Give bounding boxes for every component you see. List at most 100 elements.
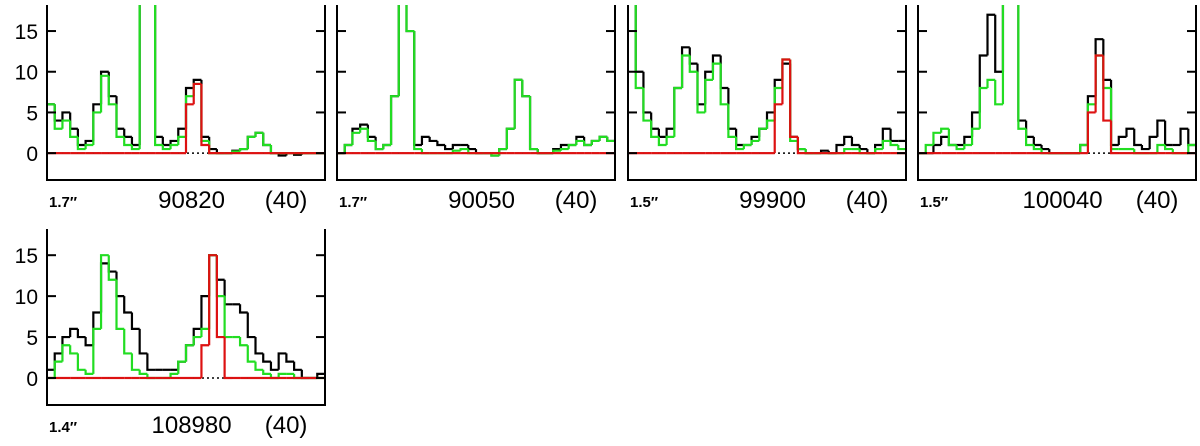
spectrum-step xyxy=(123,136,132,147)
spectrum-step xyxy=(92,103,102,141)
y-tick-label: 5 xyxy=(26,327,38,350)
spectrum-step xyxy=(1102,55,1112,90)
spectrum-step xyxy=(76,328,86,339)
spectrum-step xyxy=(262,353,271,363)
spectrum-step xyxy=(215,255,225,298)
spectrum-step xyxy=(161,145,171,151)
spectrum-step xyxy=(528,96,538,151)
spectrum-step xyxy=(1017,5,1027,122)
spectrum-step xyxy=(1017,5,1027,130)
spectrum-step xyxy=(130,145,140,151)
plot-area xyxy=(337,5,615,157)
spectrum-step xyxy=(246,135,256,150)
spectrum-step xyxy=(223,296,233,339)
spectrum-step xyxy=(184,344,194,362)
spectrum-step xyxy=(413,31,422,151)
panel-note: (40) xyxy=(265,412,308,439)
spectrum-step xyxy=(889,140,899,147)
spectrum-step xyxy=(924,143,934,154)
panel-note: (40) xyxy=(846,187,889,214)
spectrum-step xyxy=(650,112,659,130)
y-tick-label: 5 xyxy=(26,102,38,125)
spectrum-step xyxy=(123,296,132,314)
spectrum-step xyxy=(262,132,271,147)
spectrum-step xyxy=(719,63,729,106)
spectrum-step xyxy=(107,255,117,281)
spectrum-step xyxy=(61,119,71,129)
spectrum-step xyxy=(208,145,217,155)
spectrum-step xyxy=(192,335,202,346)
axis-frame xyxy=(917,5,1197,181)
spectrum-step xyxy=(130,353,140,371)
spectrum-step xyxy=(192,82,202,105)
spectrum-step xyxy=(1094,54,1104,105)
spectrum-step xyxy=(583,140,592,147)
spectrum-step xyxy=(359,127,368,133)
spectrum-step xyxy=(84,337,94,347)
spectrum-step xyxy=(696,71,706,114)
spectrum-step xyxy=(897,145,906,151)
spectrum-step xyxy=(177,135,186,145)
spectrum-step xyxy=(192,82,202,97)
spectrum-step xyxy=(513,78,523,129)
spectrum-step xyxy=(208,254,217,329)
spectrum-step xyxy=(1133,128,1142,147)
y-tick-label: 0 xyxy=(26,368,38,391)
spectrum-step xyxy=(200,344,210,378)
spectrum-step xyxy=(505,127,515,150)
spectrum-step xyxy=(316,372,325,378)
spectrum-step xyxy=(146,353,156,371)
spectrum-step xyxy=(115,279,125,330)
spectrum-step xyxy=(1086,103,1096,145)
spectrum-step xyxy=(1109,120,1119,155)
panel-title: 90820 xyxy=(158,187,225,214)
y-tick-label: 10 xyxy=(15,62,38,85)
spectrum-step xyxy=(84,369,94,375)
plot-area xyxy=(47,254,325,380)
spectrum-step xyxy=(366,124,376,138)
spectrum-step xyxy=(688,55,698,73)
spectrum-step xyxy=(277,352,287,370)
spectrum-step xyxy=(606,136,615,143)
spectrum-step xyxy=(223,279,233,306)
spectrum-step xyxy=(177,127,186,141)
spectrum-step xyxy=(169,139,179,145)
spectrum-step xyxy=(138,5,141,145)
spectrum-step xyxy=(796,140,806,151)
spectrum-step xyxy=(246,135,256,150)
spectrum-step xyxy=(773,103,783,154)
spectrum-step xyxy=(642,88,652,122)
spectrum-step xyxy=(1125,127,1135,137)
spectrum-step xyxy=(53,104,63,130)
spectrum-step xyxy=(696,63,706,106)
spectrum-step xyxy=(559,147,569,151)
beam-label: 1.5″ xyxy=(630,194,658,211)
panel: 0 5 10 15 1.4″ 108980 (40) xyxy=(15,229,326,439)
spectrum-step xyxy=(215,255,225,281)
spectrum-step xyxy=(1164,120,1173,147)
spectrum-step xyxy=(963,143,973,150)
spectrum-step xyxy=(843,135,852,145)
spectrum-step xyxy=(1102,55,1112,122)
spectrum-step xyxy=(436,140,446,147)
spectrum-step xyxy=(200,83,210,143)
spectrum-step xyxy=(688,47,698,65)
spectrum-step xyxy=(1079,143,1088,154)
beam-label: 1.7″ xyxy=(49,194,77,211)
spectrum-step xyxy=(208,136,217,151)
spectrum-step xyxy=(858,145,868,151)
spectrum-step xyxy=(123,128,132,138)
spectrum-step xyxy=(382,143,392,150)
beam-label: 1.5″ xyxy=(920,194,948,211)
spectrum-step xyxy=(559,143,569,150)
spectrum-step xyxy=(154,5,163,147)
spectrum-step xyxy=(598,135,608,141)
spectrum-step xyxy=(843,147,852,154)
spectrum-step xyxy=(115,104,125,138)
spectrum-step xyxy=(238,304,248,314)
spectrum-step xyxy=(177,360,186,370)
spectrum-step xyxy=(1102,39,1112,81)
spectrum-step xyxy=(978,54,988,113)
spectrum-step xyxy=(343,143,353,154)
